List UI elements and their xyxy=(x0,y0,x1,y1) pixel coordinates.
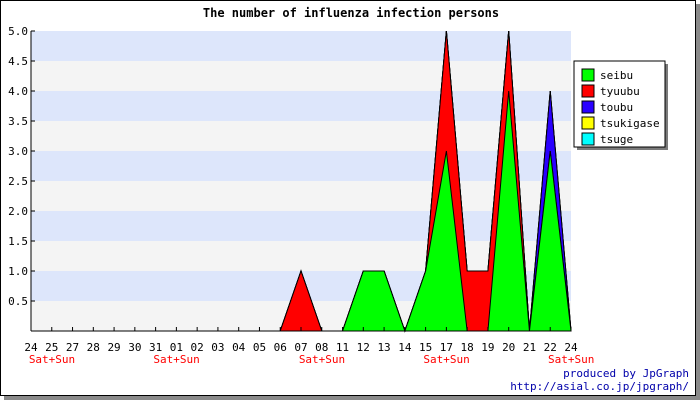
x-tick-label: 28 xyxy=(87,341,100,354)
weekend-label: Sat+Sun xyxy=(153,353,199,366)
plot-band xyxy=(31,61,571,91)
legend-swatch-tsuge xyxy=(581,132,595,146)
legend-label-seibu: seibu xyxy=(600,69,633,82)
x-tick-label: 06 xyxy=(274,341,287,354)
x-tick-label: 22 xyxy=(544,341,557,354)
weekend-label: Sat+Sun xyxy=(423,353,469,366)
plot-band xyxy=(31,241,571,271)
y-tick-label: 3.0 xyxy=(8,145,28,158)
x-tick-label: 03 xyxy=(211,341,224,354)
x-tick-label: 05 xyxy=(253,341,266,354)
y-tick-label: 2.5 xyxy=(8,175,28,188)
legend-label-tsuge: tsuge xyxy=(600,133,633,146)
plot-band xyxy=(31,151,571,181)
x-tick-label: 18 xyxy=(461,341,474,354)
legend-swatch-tsukigase xyxy=(581,116,595,130)
x-tick-label: 04 xyxy=(232,341,246,354)
x-tick-label: 31 xyxy=(149,341,162,354)
x-tick-label: 01 xyxy=(170,341,183,354)
y-tick-label: 1.5 xyxy=(8,235,28,248)
plot-band xyxy=(31,121,571,151)
legend-label-tsukigase: tsukigase xyxy=(600,117,660,130)
x-tick-label: 08 xyxy=(315,341,328,354)
axes: 0.5 1.0 1.5 2.0 2.5 3.0 3.5 4.0 4.5 5.0 24 25 27 28 29… xyxy=(8,25,594,366)
chart-svg: The number of influenza infection person… xyxy=(8,6,689,393)
legend: seibu tyuubu toubu tsukigase tsuge xyxy=(573,60,668,150)
plot-band xyxy=(31,181,571,211)
x-tick-label: 13 xyxy=(377,341,390,354)
y-tick-label: 5.0 xyxy=(8,25,28,38)
weekend-label: Sat+Sun xyxy=(29,353,75,366)
x-tick-label: 07 xyxy=(294,341,307,354)
plot-band xyxy=(31,211,571,241)
y-tick-label: 4.0 xyxy=(8,85,28,98)
x-tick-label: 27 xyxy=(66,341,79,354)
weekend-label: Sat+Sun xyxy=(299,353,345,366)
x-tick-label: 12 xyxy=(357,341,370,354)
legend-label-toubu: toubu xyxy=(600,101,633,114)
legend-swatch-tyuubu xyxy=(581,84,595,98)
x-tick-label: 25 xyxy=(45,341,58,354)
x-tick-label: 20 xyxy=(502,341,515,354)
x-tick-label: 24 xyxy=(24,341,38,354)
x-tick-label: 21 xyxy=(523,341,536,354)
chart-title: The number of influenza infection person… xyxy=(203,6,499,20)
legend-swatch-toubu xyxy=(581,100,595,114)
plot-band xyxy=(31,91,571,121)
legend-label-tyuubu: tyuubu xyxy=(600,85,640,98)
x-tick-label: 30 xyxy=(128,341,141,354)
legend-swatch-seibu xyxy=(581,68,595,82)
y-tick-label: 3.5 xyxy=(8,115,28,128)
x-tick-label: 19 xyxy=(481,341,494,354)
y-tick-label: 1.0 xyxy=(8,265,28,278)
credit-line-1: produced by JpGraph xyxy=(563,367,689,380)
x-tick-label: 17 xyxy=(440,341,453,354)
x-tick-label: 02 xyxy=(191,341,204,354)
x-tick-label: 14 xyxy=(398,341,412,354)
weekend-label: Sat+Sun xyxy=(548,353,594,366)
y-tick-label: 2.0 xyxy=(8,205,28,218)
plot-band xyxy=(31,31,571,61)
y-tick-label: 4.5 xyxy=(8,55,28,68)
x-tick-label: 29 xyxy=(107,341,120,354)
x-tick-label: 15 xyxy=(419,341,432,354)
x-tick-label: 24 xyxy=(564,341,578,354)
credit-line-2: http://asial.co.jp/jpgraph/ xyxy=(510,380,689,393)
y-tick-label: 0.5 xyxy=(8,295,28,308)
x-tick-label: 11 xyxy=(336,341,349,354)
